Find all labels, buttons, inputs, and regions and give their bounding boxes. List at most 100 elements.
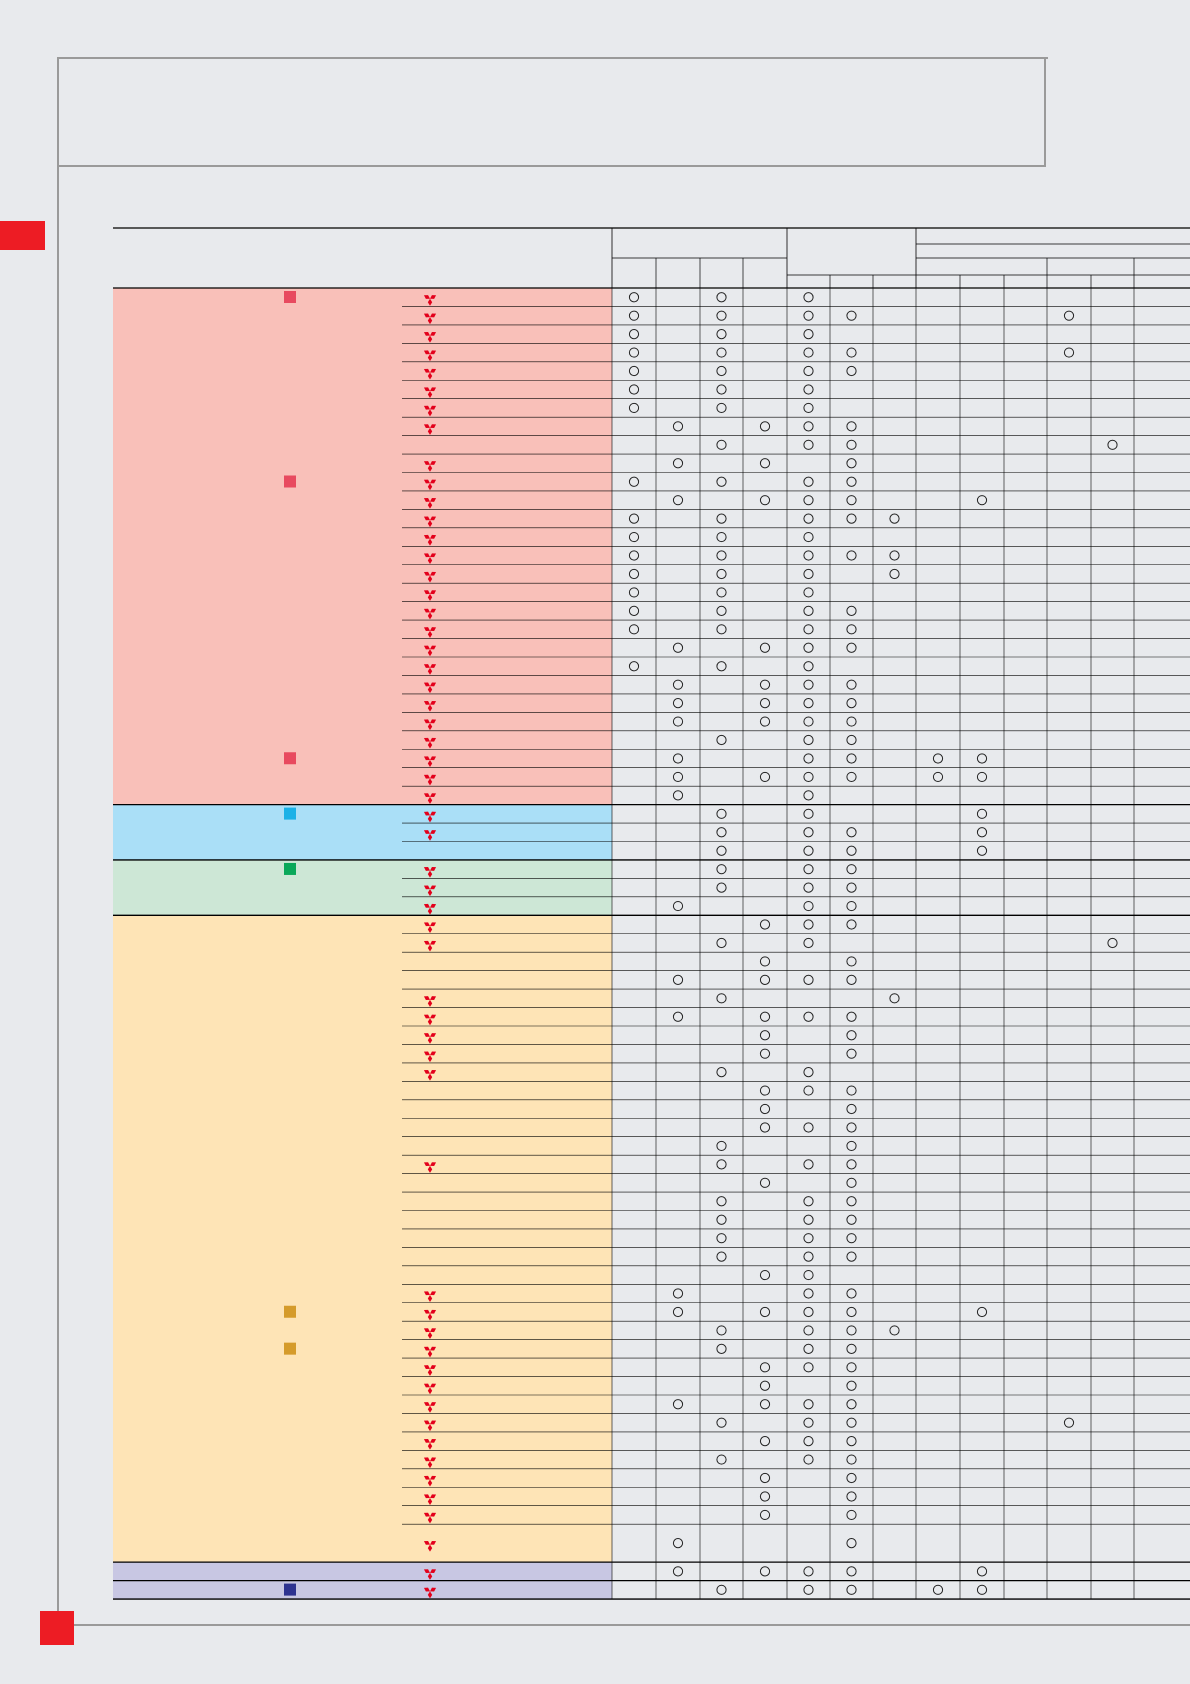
circle-mark-icon (846, 1538, 857, 1549)
three-diamond-logo-icon (423, 1033, 437, 1044)
circle-mark-icon (803, 790, 814, 801)
three-diamond-logo-icon (423, 553, 437, 565)
circle-mark-icon (716, 1584, 727, 1595)
circle-mark-icon (759, 421, 771, 432)
circle-mark-icon (759, 1399, 771, 1410)
three-diamond-logo-icon (423, 1457, 437, 1469)
circle-mark-icon (803, 1417, 814, 1428)
circle-mark-icon (846, 624, 857, 635)
circle-mark-icon (803, 1436, 814, 1447)
circle-mark-icon (846, 1362, 857, 1373)
circle-mark-icon (846, 1288, 857, 1299)
circle-mark-icon (716, 476, 727, 487)
circle-mark-icon (716, 1067, 727, 1078)
circle-mark-icon (803, 1399, 814, 1410)
circle-mark-icon (803, 1085, 814, 1096)
circle-mark-icon (803, 1214, 814, 1225)
group-band-purple-a (113, 1580, 612, 1600)
circle-mark-icon (759, 642, 771, 653)
circle-mark-icon (846, 1251, 857, 1262)
three-diamond-logo-icon (423, 590, 437, 601)
circle-mark-icon (846, 1343, 857, 1354)
circle-mark-icon (672, 790, 684, 801)
circle-mark-icon (672, 974, 684, 985)
circle-mark-icon (932, 1584, 944, 1595)
circle-mark-icon (803, 439, 814, 450)
three-diamond-logo-icon (423, 1328, 437, 1339)
circle-mark-icon (759, 974, 771, 985)
circle-mark-icon (759, 956, 771, 967)
three-diamond-logo-icon (423, 534, 437, 546)
circle-mark-icon (759, 1491, 771, 1502)
circle-mark-icon (803, 421, 814, 432)
circle-mark-icon (672, 458, 684, 469)
circle-mark-icon (759, 1030, 771, 1041)
three-diamond-logo-icon (423, 940, 437, 952)
circle-mark-icon (803, 1306, 814, 1318)
circle-mark-icon (1063, 347, 1075, 358)
circle-mark-icon (672, 771, 684, 783)
circle-mark-icon (716, 1343, 727, 1354)
three-diamond-logo-icon (423, 350, 437, 362)
circle-mark-icon (803, 642, 814, 653)
circle-mark-icon (803, 1011, 814, 1022)
category-marker (284, 752, 296, 765)
circle-mark-icon (846, 1491, 857, 1502)
circle-mark-icon (803, 937, 814, 949)
circle-mark-icon (628, 587, 640, 598)
circle-mark-icon (803, 513, 814, 524)
three-diamond-logo-icon (423, 424, 437, 435)
circle-mark-icon (803, 827, 814, 838)
circle-mark-icon (803, 698, 814, 709)
three-diamond-logo-icon (423, 664, 437, 675)
circle-mark-icon (846, 1196, 857, 1207)
three-diamond-logo-icon (423, 1069, 437, 1081)
three-diamond-logo-icon (423, 331, 437, 343)
circle-mark-icon (846, 605, 857, 616)
circle-mark-icon (716, 845, 727, 856)
three-diamond-logo-icon (423, 719, 437, 731)
circle-mark-icon (716, 1214, 727, 1225)
circle-mark-icon (846, 771, 857, 783)
section-tab-marker (0, 221, 45, 250)
circle-mark-icon (716, 827, 727, 838)
three-diamond-logo-icon (423, 1291, 437, 1303)
circle-mark-icon (889, 1325, 900, 1336)
three-diamond-logo-icon (423, 571, 437, 583)
circle-mark-icon (846, 1140, 857, 1152)
circle-mark-icon (716, 1325, 727, 1336)
circle-mark-icon (1107, 937, 1118, 949)
circle-mark-icon (846, 1325, 857, 1336)
circle-mark-icon (1063, 1417, 1075, 1428)
circle-mark-icon (803, 587, 814, 598)
three-diamond-logo-icon (423, 756, 437, 767)
circle-mark-icon (846, 698, 857, 709)
circle-mark-icon (628, 476, 640, 487)
three-diamond-logo-icon (423, 608, 437, 620)
circle-mark-icon (759, 1509, 771, 1521)
page-frame-left (57, 57, 59, 1626)
circle-mark-icon (803, 771, 814, 783)
circle-mark-icon (628, 513, 640, 524)
circle-mark-icon (628, 531, 640, 543)
circle-mark-icon (846, 919, 857, 930)
circle-mark-icon (846, 882, 857, 893)
circle-mark-icon (846, 1177, 857, 1188)
circle-mark-icon (846, 1509, 857, 1521)
circle-mark-icon (716, 550, 727, 561)
three-diamond-logo-icon (423, 1014, 437, 1026)
three-diamond-logo-icon (423, 645, 437, 657)
circle-mark-icon (672, 679, 684, 690)
circle-mark-icon (803, 661, 814, 672)
circle-mark-icon (716, 384, 727, 395)
three-diamond-logo-icon (423, 1162, 437, 1173)
three-diamond-logo-icon (423, 1494, 437, 1505)
circle-mark-icon (628, 310, 640, 321)
circle-mark-icon (759, 1269, 771, 1281)
title-box (57, 57, 1046, 167)
category-marker (284, 291, 296, 303)
circle-mark-icon (803, 1362, 814, 1373)
circle-mark-icon (846, 1306, 857, 1318)
group-band-blue (113, 804, 612, 860)
three-diamond-logo-icon (423, 1438, 437, 1450)
